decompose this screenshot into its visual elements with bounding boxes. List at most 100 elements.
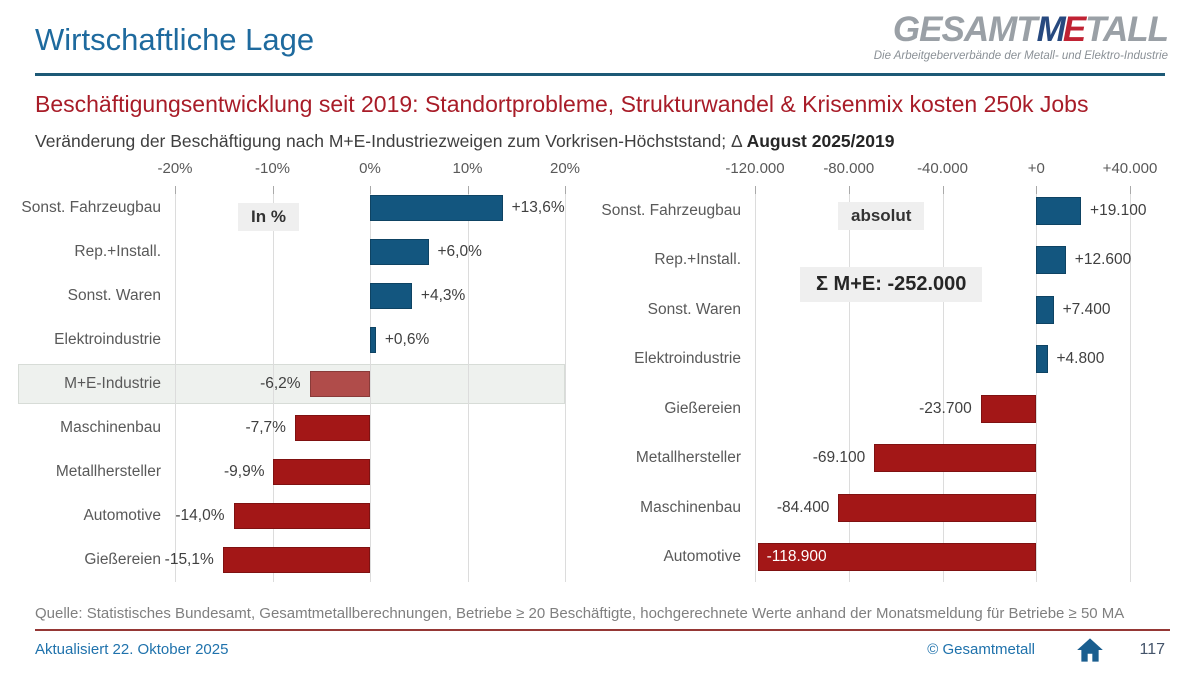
bar: [294, 415, 370, 441]
chart-row: Automotive -14,0%: [10, 494, 565, 538]
category-label: Gießereien: [664, 399, 741, 417]
axis-tick-mark: [942, 186, 944, 194]
chart-row: Sonst. Fahrzeugbau +13,6%: [10, 186, 565, 230]
title-divider: [35, 73, 1165, 76]
bar: [309, 371, 370, 397]
bar: [370, 283, 412, 309]
axis-tick-mark: [175, 186, 176, 194]
subtitle-period: August 2025/2019: [746, 131, 895, 151]
category-label: Metallhersteller: [55, 463, 161, 480]
value-label: -7,7%: [245, 419, 286, 436]
subtitle-text: Veränderung der Beschäftigung nach M+E-I…: [35, 131, 747, 151]
axis-tick-label: 0%: [359, 160, 381, 177]
footer-divider: [35, 629, 1170, 631]
category-label: Sonst. Waren: [67, 287, 161, 304]
axis-tick-mark: [1036, 186, 1038, 194]
plot-strip: +13,6%: [175, 186, 565, 230]
bar: [370, 195, 503, 221]
value-label: +12.600: [1074, 251, 1132, 269]
category-label: Sonst. Waren: [647, 300, 741, 318]
value-label: -23.700: [919, 399, 972, 417]
plot-strip: -7,7%: [175, 406, 565, 450]
value-label: -84.400: [776, 498, 830, 516]
gridline: [755, 186, 756, 582]
axis-tick-label: -20%: [157, 160, 193, 177]
plot-strip: +19.100: [755, 186, 1146, 236]
value-label: -9,9%: [223, 463, 265, 480]
chart-row: Sonst. Fahrzeugbau +19.100: [595, 186, 1146, 236]
chart-row: Automotive -118.900: [595, 533, 1130, 583]
copyright: © Gesamtmetall: [927, 641, 1035, 658]
axis-tick-label: -120.000: [725, 160, 785, 177]
plot-strip: -69.100: [755, 434, 1130, 484]
category-label: Rep.+Install.: [654, 251, 741, 269]
axis-tick-label: -80.000: [823, 160, 875, 177]
category-label: Automotive: [83, 507, 161, 524]
plot-strip: +0,6%: [175, 318, 565, 362]
plot-strip: -118.900: [755, 533, 1130, 583]
gridline: [272, 186, 274, 582]
plot-strip: +6,0%: [175, 230, 565, 274]
gridline: [565, 186, 566, 582]
chart-row: M+E-Industrie -6,2%: [10, 362, 565, 406]
axis-tick-mark: [370, 186, 371, 194]
page-number: 117: [1139, 641, 1165, 658]
chart-row: Rep.+Install. +12.600: [595, 236, 1132, 286]
chart-row: Gießereien -15,1%: [10, 538, 565, 582]
category-label: Elektroindustrie: [634, 350, 741, 368]
axis-tick-mark: [1130, 186, 1131, 194]
bar: [273, 459, 370, 485]
category-label: Maschinenbau: [60, 419, 161, 436]
category-label: M+E-Industrie: [64, 375, 161, 392]
axis-tick-mark: [848, 186, 850, 194]
value-label: +19.100: [1090, 201, 1147, 219]
value-label: -69.100: [812, 449, 866, 467]
gridline: [1036, 186, 1038, 582]
home-icon-glyph: [1077, 638, 1103, 662]
value-label: +0,6%: [384, 331, 430, 348]
value-label: -14,0%: [175, 507, 225, 524]
gridline: [848, 186, 850, 582]
chart-unit-badge: absolut: [838, 202, 925, 230]
chart-row: Elektroindustrie +0,6%: [10, 318, 565, 362]
chart-row: Metallhersteller -9,9%: [10, 450, 565, 494]
bar: [370, 327, 376, 353]
value-label: +4,3%: [420, 287, 466, 304]
axis-tick-label: -40.000: [917, 160, 968, 177]
plot-strip: -23.700: [755, 384, 1130, 434]
bar: [874, 444, 1037, 473]
axis-tick-mark: [565, 186, 566, 194]
headline: Beschäftigungsentwicklung seit 2019: Sta…: [35, 91, 1089, 117]
axis-tick-mark: [755, 186, 756, 194]
logo-e: E: [1062, 10, 1086, 49]
value-label: -15,1%: [164, 551, 214, 568]
chart-row: Sonst. Waren +7.400: [595, 285, 1130, 335]
home-icon[interactable]: [1076, 637, 1104, 663]
gridline: [1130, 186, 1131, 582]
value-label: +4.800: [1056, 350, 1105, 368]
bar: [757, 543, 1037, 572]
chart-row: Maschinenbau -84.400: [595, 483, 1130, 533]
chart-row: Rep.+Install. +6,0%: [10, 230, 565, 274]
plot-strip: +4.800: [755, 335, 1130, 385]
logo-wordmark: GESAMTMETALL: [874, 10, 1169, 49]
plot-strip: -84.400: [755, 483, 1130, 533]
plot-strip: -15,1%: [165, 538, 565, 582]
gridline: [175, 186, 176, 582]
plot-strip: -6,2%: [175, 362, 565, 406]
page-title: Wirtschaftliche Lage: [35, 22, 315, 57]
value-label: -118.900: [766, 548, 827, 566]
category-label: Sonst. Fahrzeugbau: [601, 201, 741, 219]
bar: [233, 503, 370, 529]
axis-tick-label: +40.000: [1102, 160, 1158, 177]
logo-tall: TALL: [1085, 10, 1169, 49]
plot-strip: +12.600: [755, 236, 1132, 286]
plot-strip: -9,9%: [175, 450, 565, 494]
bar: [222, 547, 370, 573]
category-label: Rep.+Install.: [74, 243, 161, 260]
bar: [838, 493, 1037, 522]
plot-strip: +7.400: [755, 285, 1130, 335]
bar: [980, 394, 1037, 423]
category-label: Automotive: [663, 548, 741, 566]
